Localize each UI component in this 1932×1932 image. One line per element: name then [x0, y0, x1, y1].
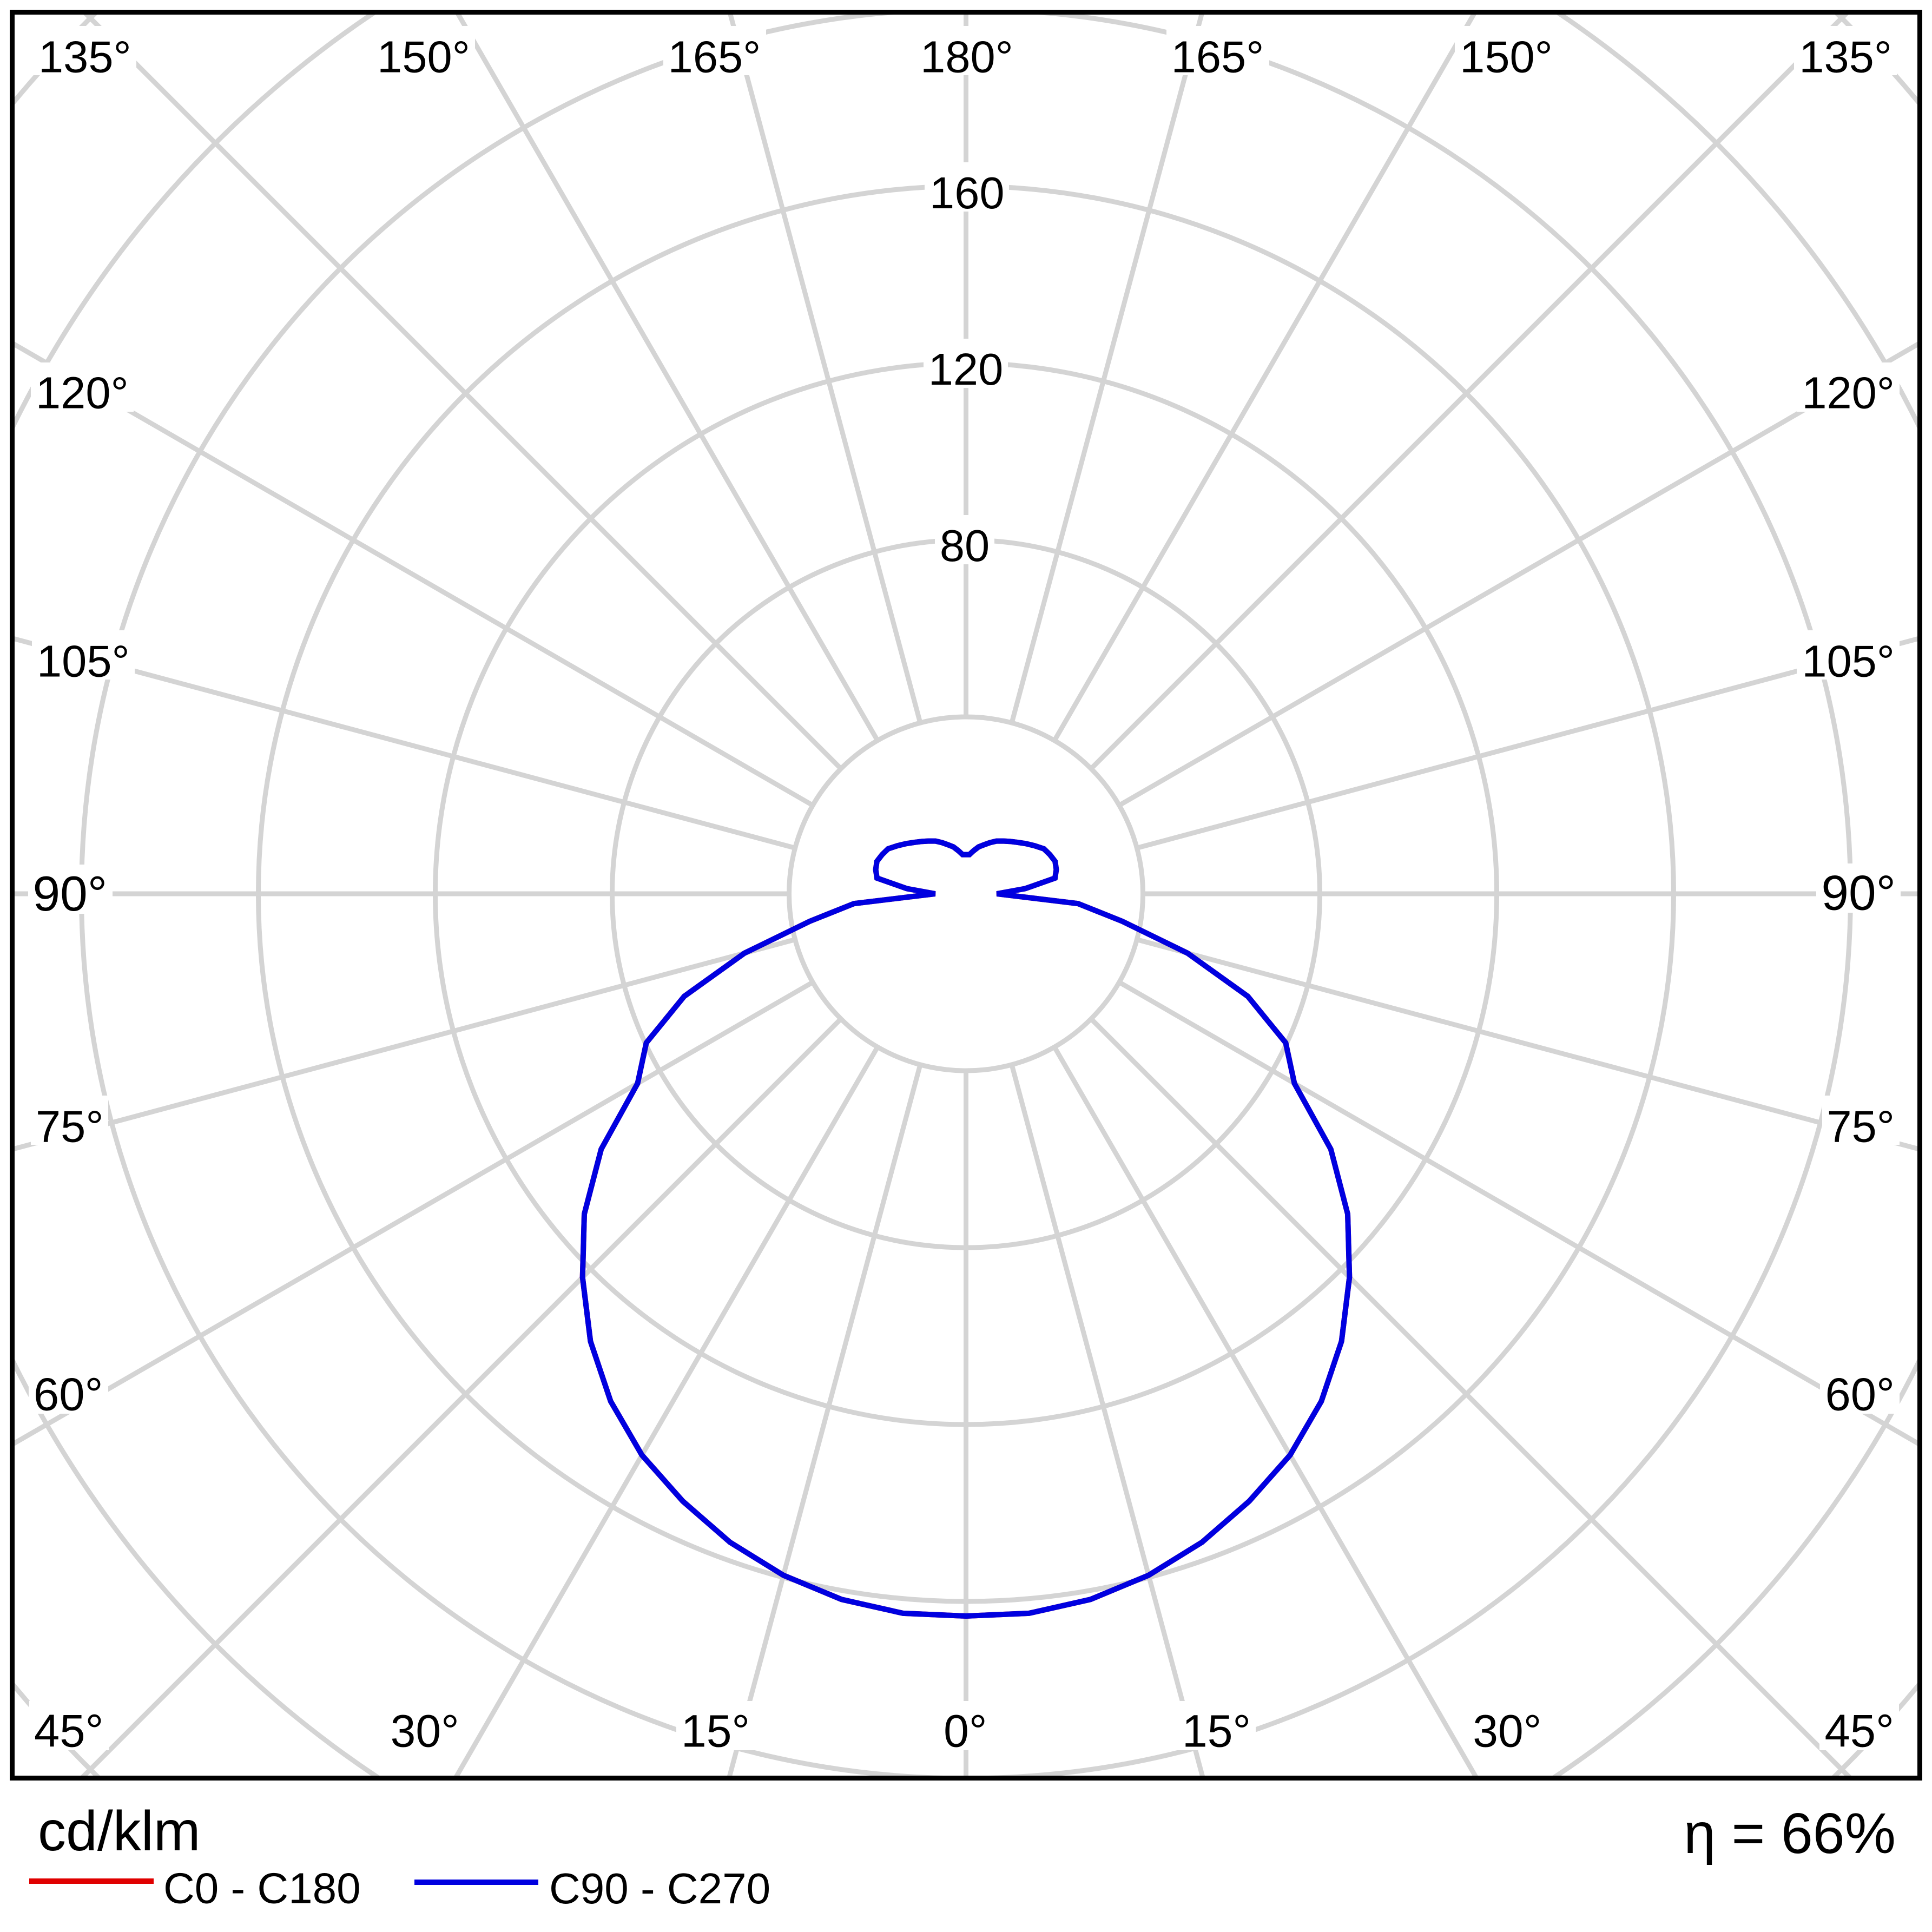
- svg-text:cd/klm: cd/klm: [38, 1800, 200, 1863]
- svg-text:135°: 135°: [38, 32, 131, 82]
- svg-text:45°: 45°: [34, 1706, 104, 1757]
- svg-text:120°: 120°: [36, 368, 129, 418]
- svg-text:η = 66%: η = 66%: [1684, 1802, 1896, 1865]
- svg-text:45°: 45°: [1824, 1706, 1894, 1757]
- svg-text:180°: 180°: [920, 32, 1013, 82]
- svg-text:15°: 15°: [1182, 1706, 1251, 1757]
- svg-text:165°: 165°: [668, 32, 761, 82]
- svg-text:75°: 75°: [1827, 1101, 1895, 1151]
- svg-text:15°: 15°: [681, 1706, 750, 1757]
- svg-text:160: 160: [929, 168, 1004, 218]
- svg-text:C0 - C180: C0 - C180: [163, 1864, 361, 1913]
- svg-text:150°: 150°: [1460, 32, 1553, 82]
- svg-text:135°: 135°: [1799, 32, 1892, 82]
- svg-text:80: 80: [940, 520, 990, 571]
- svg-text:120°: 120°: [1802, 368, 1895, 418]
- svg-text:105°: 105°: [37, 636, 130, 686]
- svg-text:90°: 90°: [1821, 866, 1896, 920]
- svg-text:30°: 30°: [391, 1706, 459, 1757]
- svg-text:120: 120: [928, 344, 1003, 394]
- svg-text:150°: 150°: [377, 32, 470, 82]
- svg-text:C90 - C270: C90 - C270: [549, 1864, 770, 1913]
- svg-text:30°: 30°: [1473, 1706, 1541, 1757]
- svg-text:165°: 165°: [1171, 32, 1264, 82]
- svg-text:60°: 60°: [34, 1369, 103, 1421]
- svg-text:90°: 90°: [33, 867, 108, 921]
- svg-text:105°: 105°: [1802, 636, 1895, 686]
- svg-text:0°: 0°: [944, 1706, 987, 1757]
- svg-text:75°: 75°: [36, 1101, 104, 1151]
- svg-text:60°: 60°: [1825, 1369, 1895, 1421]
